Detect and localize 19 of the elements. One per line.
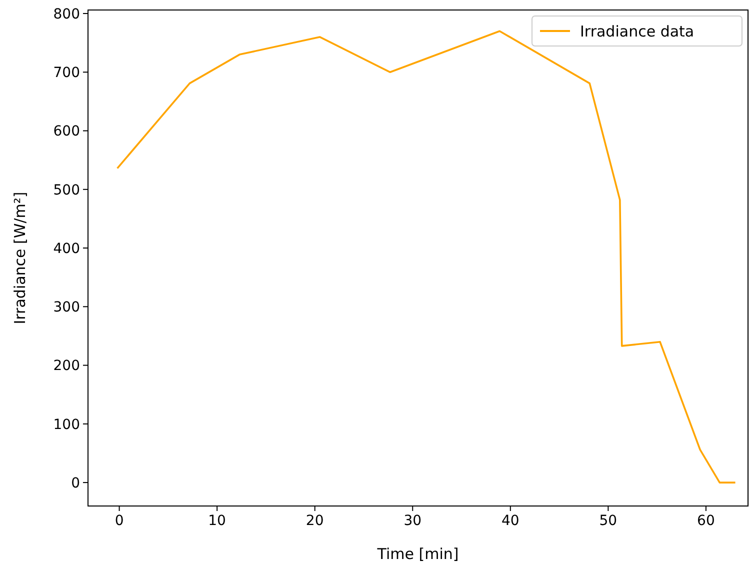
y-tick-label: 500 (53, 182, 80, 198)
x-tick-label: 60 (697, 513, 715, 529)
y-tick-label: 300 (53, 300, 80, 316)
x-tick-label: 30 (404, 513, 422, 529)
x-tick-label: 50 (599, 513, 618, 529)
y-tick-label: 100 (53, 416, 80, 433)
x-tick-label: 40 (501, 513, 520, 529)
y-tick-label: 800 (53, 6, 80, 22)
x-tick-label: 0 (114, 513, 124, 529)
x-tick-label: 10 (208, 513, 226, 529)
y-tick-label: 0 (71, 475, 80, 492)
y-tick-label: 200 (53, 358, 80, 374)
y-tick-label: 400 (53, 240, 80, 257)
y-tick-label: 600 (53, 124, 80, 140)
y-tick-label: 700 (53, 65, 80, 82)
x-axis-title: Time [min] (376, 545, 459, 563)
legend-label: Irradiance data (580, 22, 694, 40)
x-tick-label: 20 (306, 513, 324, 529)
y-axis-title: Irradiance [W/m²] (11, 192, 29, 324)
